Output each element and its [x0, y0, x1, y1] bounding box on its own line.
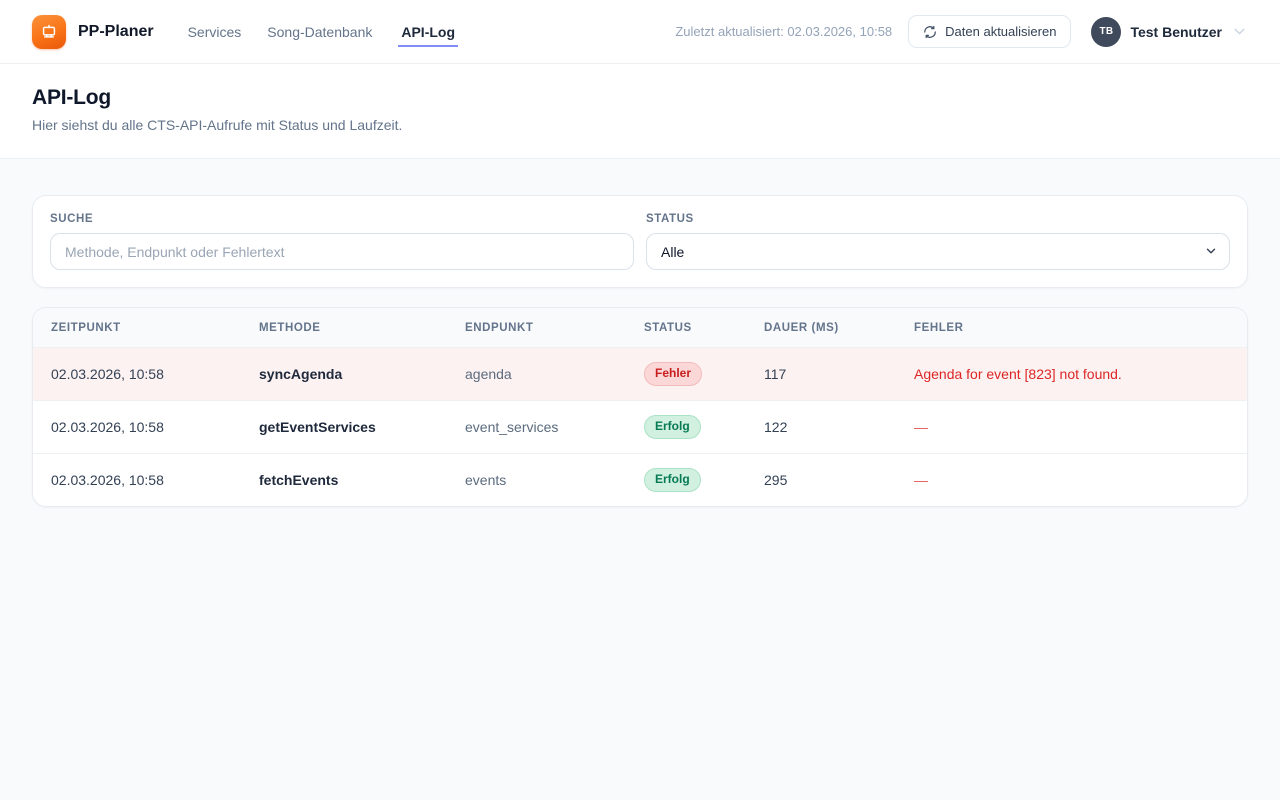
cell-error: Agenda for event [823] not found. [896, 347, 1247, 401]
status-select[interactable]: Alle [646, 233, 1230, 270]
brand[interactable]: PP-Planer [32, 14, 154, 49]
cell-error: — [896, 453, 1247, 506]
chevron-down-icon [1231, 23, 1248, 40]
page-header: API-Log Hier siehst du alle CTS-API-Aufr… [0, 64, 1280, 159]
status-field-group: STATUS Alle [646, 213, 1230, 270]
topbar: PP-Planer Services Song-Datenbank API-Lo… [0, 0, 1280, 64]
status-label: STATUS [646, 213, 694, 225]
main-nav: Services Song-Datenbank API-Log [187, 23, 459, 47]
search-field-group: SUCHE [50, 213, 634, 270]
avatar: TB [1091, 16, 1122, 47]
cell-method: getEventServices [241, 400, 447, 454]
page-subtitle: Hier siehst du alle CTS-API-Aufrufe mit … [32, 117, 403, 133]
nav-api-log[interactable]: API-Log [398, 24, 459, 47]
col-dauer: DAUER (MS) [746, 308, 896, 348]
topbar-right: Zuletzt aktualisiert: 02.03.2026, 10:58 … [675, 15, 1248, 48]
nav-services[interactable]: Services [187, 23, 242, 40]
cell-method: syncAgenda [241, 347, 447, 401]
status-badge: Erfolg [644, 468, 701, 492]
cell-duration: 295 [746, 453, 896, 506]
brand-name: PP-Planer [78, 22, 154, 40]
filter-panel: SUCHE STATUS Alle [32, 195, 1248, 288]
refresh-icon [923, 25, 937, 39]
col-endpunkt: ENDPUNKT [447, 308, 626, 348]
last-updated-text: Zuletzt aktualisiert: 02.03.2026, 10:58 [675, 24, 893, 39]
refresh-button-label: Daten aktualisieren [945, 24, 1057, 39]
cell-timestamp: 02.03.2026, 10:58 [33, 453, 241, 506]
col-fehler: FEHLER [896, 308, 1247, 348]
user-menu[interactable]: TB Test Benutzer [1091, 16, 1248, 47]
nav-song-datenbank[interactable]: Song-Datenbank [267, 23, 373, 40]
col-zeitpunkt: ZEITPUNKT [33, 308, 241, 348]
cell-endpoint: agenda [447, 347, 626, 401]
search-label: SUCHE [50, 213, 94, 225]
cell-timestamp: 02.03.2026, 10:58 [33, 400, 241, 454]
search-input[interactable] [50, 233, 634, 270]
cell-endpoint: events [447, 453, 626, 506]
app-logo-icon [32, 14, 66, 49]
page-title: API-Log [32, 86, 112, 109]
cell-duration: 117 [746, 347, 896, 401]
table-row: 02.03.2026, 10:58 getEventServices event… [33, 400, 1247, 454]
col-status: STATUS [626, 308, 746, 348]
table-row: 02.03.2026, 10:58 fetchEvents events Erf… [33, 453, 1247, 506]
cell-timestamp: 02.03.2026, 10:58 [33, 347, 241, 401]
cell-duration: 122 [746, 400, 896, 454]
main-content: SUCHE STATUS Alle [0, 159, 1280, 543]
cell-endpoint: event_services [447, 400, 626, 454]
api-log-table: ZEITPUNKT METHODE ENDPUNKT STATUS DAUER … [33, 308, 1247, 506]
user-name: Test Benutzer [1130, 23, 1222, 40]
table-row: 02.03.2026, 10:58 syncAgenda agenda Fehl… [33, 347, 1247, 401]
status-badge: Fehler [644, 362, 703, 386]
api-log-table-card: ZEITPUNKT METHODE ENDPUNKT STATUS DAUER … [32, 307, 1248, 507]
table-header-row: ZEITPUNKT METHODE ENDPUNKT STATUS DAUER … [33, 308, 1247, 348]
status-badge: Erfolg [644, 415, 701, 439]
col-methode: METHODE [241, 308, 447, 348]
refresh-data-button[interactable]: Daten aktualisieren [908, 15, 1072, 48]
cell-method: fetchEvents [241, 453, 447, 506]
cell-error: — [896, 400, 1247, 454]
